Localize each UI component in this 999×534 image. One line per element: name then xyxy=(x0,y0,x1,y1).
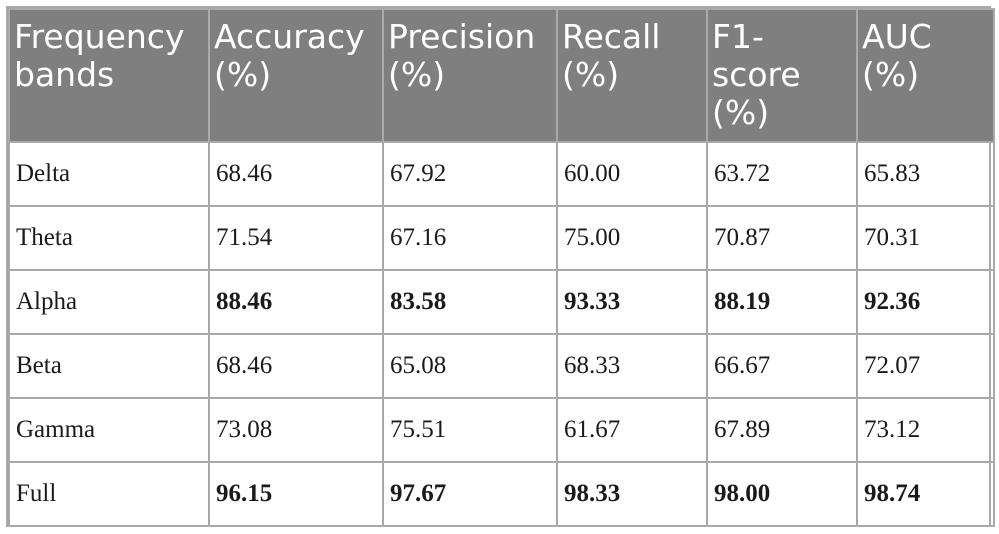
table-row: Full 96.15 97.67 98.33 98.00 98.74 xyxy=(8,461,995,527)
precision-cell: 75.51 xyxy=(382,397,558,463)
header-frequency-bands: Frequency bands xyxy=(8,8,210,143)
precision-cell: 65.08 xyxy=(382,333,558,399)
accuracy-cell: 96.15 xyxy=(208,461,384,527)
precision-cell: 67.16 xyxy=(382,205,558,271)
f1-score-cell: 98.00 xyxy=(706,461,858,527)
auc-cell: 70.31 xyxy=(856,205,995,271)
results-table-container: Frequency bands Accuracy (%) Precision (… xyxy=(6,6,995,527)
band-cell: Full xyxy=(8,461,210,527)
band-cell: Beta xyxy=(8,333,210,399)
accuracy-cell: 73.08 xyxy=(208,397,384,463)
recall-cell: 68.33 xyxy=(556,333,708,399)
precision-cell: 83.58 xyxy=(382,269,558,335)
header-accuracy: Accuracy (%) xyxy=(208,8,384,143)
accuracy-cell: 68.46 xyxy=(208,141,384,207)
accuracy-cell: 71.54 xyxy=(208,205,384,271)
recall-cell: 61.67 xyxy=(556,397,708,463)
f1-score-cell: 67.89 xyxy=(706,397,858,463)
precision-cell: 67.92 xyxy=(382,141,558,207)
table-row: Theta 71.54 67.16 75.00 70.87 70.31 xyxy=(8,205,995,271)
band-cell: Gamma xyxy=(8,397,210,463)
header-row: Frequency bands Accuracy (%) Precision (… xyxy=(8,8,995,143)
header-f1-score: F1-score (%) xyxy=(706,8,858,143)
auc-cell: 72.07 xyxy=(856,333,995,399)
table-row: Beta 68.46 65.08 68.33 66.67 72.07 xyxy=(8,333,995,399)
auc-cell: 73.12 xyxy=(856,397,995,463)
auc-cell: 65.83 xyxy=(856,141,995,207)
auc-cell: 92.36 xyxy=(856,269,995,335)
accuracy-cell: 88.46 xyxy=(208,269,384,335)
f1-score-cell: 88.19 xyxy=(706,269,858,335)
auc-cell: 98.74 xyxy=(856,461,995,527)
table-row: Delta 68.46 67.92 60.00 63.72 65.83 xyxy=(8,141,995,207)
recall-cell: 60.00 xyxy=(556,141,708,207)
band-cell: Delta xyxy=(8,141,210,207)
f1-score-cell: 66.67 xyxy=(706,333,858,399)
f1-score-cell: 70.87 xyxy=(706,205,858,271)
accuracy-cell: 68.46 xyxy=(208,333,384,399)
band-cell: Alpha xyxy=(8,269,210,335)
header-recall: Recall (%) xyxy=(556,8,708,143)
results-table: Frequency bands Accuracy (%) Precision (… xyxy=(8,8,995,527)
recall-cell: 98.33 xyxy=(556,461,708,527)
recall-cell: 75.00 xyxy=(556,205,708,271)
header-auc: AUC (%) xyxy=(856,8,995,143)
table-row: Alpha 88.46 83.58 93.33 88.19 92.36 xyxy=(8,269,995,335)
f1-score-cell: 63.72 xyxy=(706,141,858,207)
table-row: Gamma 73.08 75.51 61.67 67.89 73.12 xyxy=(8,397,995,463)
header-precision: Precision (%) xyxy=(382,8,558,143)
band-cell: Theta xyxy=(8,205,210,271)
precision-cell: 97.67 xyxy=(382,461,558,527)
recall-cell: 93.33 xyxy=(556,269,708,335)
